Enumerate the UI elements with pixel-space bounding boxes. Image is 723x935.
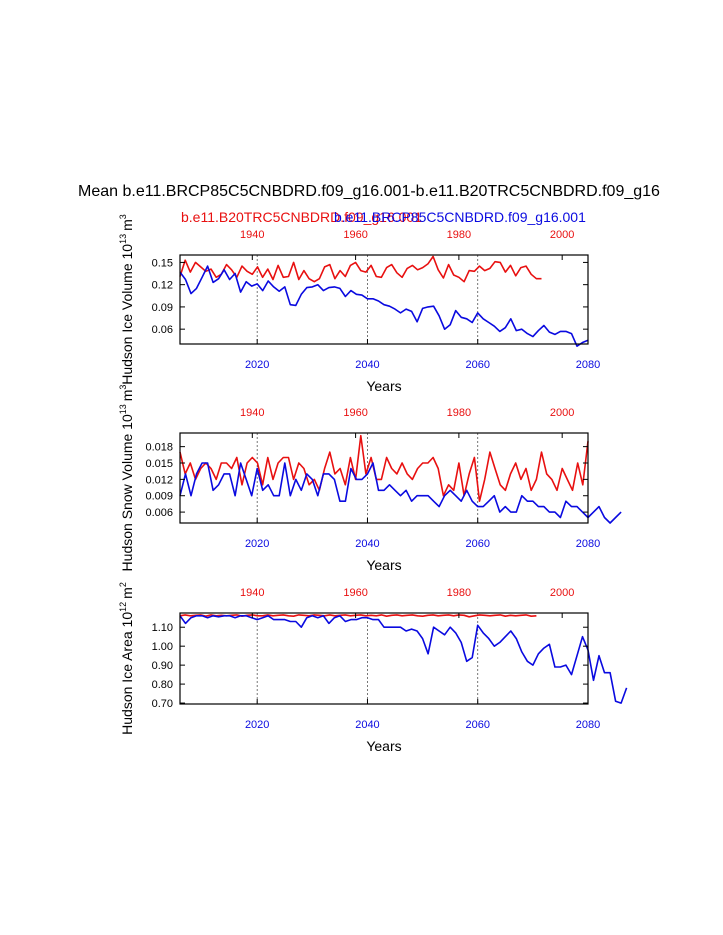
- y-axis-title-ylabel-unit: m: [119, 219, 135, 231]
- y-tick-label: 0.015: [145, 458, 173, 470]
- x-axis-title: Years: [366, 557, 401, 573]
- x-tick-label-bottom: 2040: [355, 359, 379, 371]
- chart-panel-3: 0.70 0.80 0.90 1.00 1.10 2020 2040 2060 2080 1940…: [118, 582, 628, 754]
- plot-frame: [179, 612, 589, 705]
- chart-panel-1: 0.06 0.09 0.12 0.15 2020 2040 2060 2080 1940 1960…: [118, 214, 600, 394]
- plot-frame: [179, 432, 589, 524]
- x-axis-title: Years: [366, 378, 401, 394]
- x-tick-label-bottom: 2020: [245, 538, 269, 550]
- x-tick-label-top: 1980: [447, 587, 471, 599]
- x-tick-label-top: 1940: [240, 587, 264, 599]
- x-tick-label-bottom: 2080: [576, 359, 600, 371]
- chart-panel-2: 0.006 0.009 0.012 0.015 0.018 2020 2040 2060 208…: [118, 385, 622, 573]
- legend-label-blue: b.e11.BRCP85C5CNBDRD.f09_g16.001: [334, 209, 586, 225]
- y-axis-title-ylabel-main: Hudson Ice Area 10: [119, 612, 135, 735]
- y-axis-title-ylabel-unit: m: [119, 390, 135, 402]
- y-axis-title-ylabel-unit-exp: 3: [118, 385, 128, 390]
- x-tick-label-top: 1960: [343, 587, 367, 599]
- x-axis-title: Years: [366, 738, 401, 754]
- x-tick-label-bottom: 2080: [576, 538, 600, 550]
- y-axis-title-ylabel-exp: 12: [118, 602, 128, 612]
- series-line-blue: [179, 614, 628, 704]
- y-tick-label: 0.15: [152, 257, 173, 269]
- x-tick-label-bottom: 2060: [465, 719, 489, 731]
- x-tick-label-bottom: 2080: [576, 719, 600, 731]
- y-tick-label: 0.018: [145, 442, 173, 454]
- x-tick-label-bottom: 2020: [245, 359, 269, 371]
- y-tick-label: 0.06: [152, 324, 173, 336]
- y-tick-label: 0.09: [152, 302, 173, 314]
- y-axis-title-ylabel-main: Hudson Snow Volume 10: [119, 414, 135, 571]
- x-tick-label-top: 1980: [447, 407, 471, 419]
- x-tick-label-bottom: 2060: [465, 538, 489, 550]
- y-tick-label: 0.12: [152, 280, 173, 292]
- x-tick-label-bottom: 2060: [465, 359, 489, 371]
- x-tick-label-bottom: 2020: [245, 719, 269, 731]
- legend-label-red: b.e11.B20TRC5CNBDRD.f09_g16.001: [181, 209, 422, 225]
- y-axis-title-ylabel-unit-exp: 3: [118, 214, 128, 219]
- x-tick-label-top: 1980: [447, 229, 471, 241]
- x-tick-label-top: 1940: [240, 229, 264, 241]
- y-tick-label: 1.10: [152, 622, 173, 634]
- y-tick-label: 0.70: [152, 698, 173, 710]
- series-line-red: [179, 255, 542, 283]
- x-tick-label-top: 2000: [550, 407, 574, 419]
- y-axis-title-ylabel-exp: 13: [118, 234, 128, 244]
- plot-frame: [179, 254, 589, 345]
- y-axis-title: Hudson Ice Area 1012 m2: [118, 582, 135, 735]
- y-tick-label: 0.009: [145, 491, 173, 503]
- y-tick-label: 1.00: [152, 641, 173, 653]
- y-axis-title-ylabel-unit: m: [119, 587, 135, 599]
- y-axis-title-ylabel-exp: 13: [118, 404, 128, 414]
- y-axis-title: Hudson Ice Volume 1013 m3: [118, 214, 135, 385]
- x-tick-label-top: 2000: [550, 587, 574, 599]
- y-axis-title-ylabel-main: Hudson Ice Volume 10: [119, 244, 135, 385]
- x-tick-label-top: 1960: [343, 407, 367, 419]
- y-tick-label: 0.012: [145, 474, 173, 486]
- chart-title: Mean b.e11.BRCP85C5CNBDRD.f09_g16.001-b.…: [78, 183, 660, 200]
- y-axis-title: Hudson Snow Volume 1013 m3: [118, 385, 135, 572]
- y-tick-label: 0.006: [145, 507, 173, 519]
- y-tick-label: 0.90: [152, 660, 173, 672]
- series-line-red: [179, 434, 589, 503]
- x-tick-label-top: 2000: [550, 229, 574, 241]
- x-tick-label-top: 1940: [240, 407, 264, 419]
- series-line-blue: [179, 462, 622, 524]
- series-line-blue: [179, 265, 589, 348]
- x-tick-label-top: 1960: [343, 229, 367, 241]
- y-tick-label: 0.80: [152, 679, 173, 691]
- x-tick-label-bottom: 2040: [355, 719, 379, 731]
- x-tick-label-bottom: 2040: [355, 538, 379, 550]
- y-axis-title-ylabel-unit-exp: 2: [118, 582, 128, 587]
